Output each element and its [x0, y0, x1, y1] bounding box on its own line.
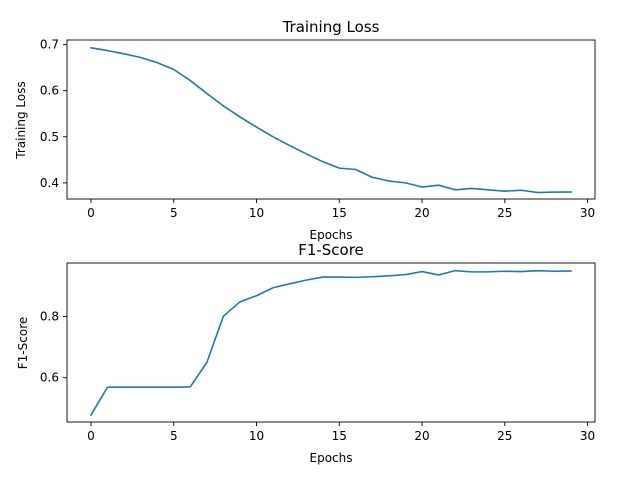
training-loss-xtick-label-25: 25	[497, 206, 512, 220]
training-loss-line	[90, 46, 572, 194]
f1-score-ylabel: F1-Score	[16, 317, 30, 369]
training-loss-xtick-label-5: 5	[170, 206, 178, 220]
f1-score-line	[89, 269, 572, 417]
training-loss-xtick-label-15: 15	[332, 206, 347, 220]
f1-score-xtick-label-25: 25	[497, 429, 512, 443]
f1-score-ytick-label-0.6: 0.6	[40, 371, 59, 385]
training-loss-axes	[66, 39, 596, 200]
training-loss-ytick-label-0.6: 0.6	[40, 84, 59, 98]
training-loss-ytick-label-0.7: 0.7	[40, 38, 59, 52]
f1-score-xtick-label-5: 5	[170, 429, 178, 443]
f1-score-xtick-label-10: 10	[249, 429, 264, 443]
f1-score-ticks: 0 5 10 15 20 25 30 0.6 0.8	[40, 310, 595, 443]
f1-score-ytick-label-0.8: 0.8	[40, 310, 59, 324]
f1-score-xtick-label-30: 30	[580, 429, 595, 443]
training-loss-ticks: 0 5 10 15 20 25 30 0.4 0.5 0.6 0.7	[40, 38, 595, 220]
training-loss-ytick-label-0.5: 0.5	[40, 130, 59, 144]
f1-score-xtick-label-15: 15	[332, 429, 347, 443]
training-loss-xtick-label-20: 20	[414, 206, 429, 220]
training-loss-title: Training Loss	[282, 18, 380, 36]
training-loss-xtick-label-30: 30	[580, 206, 595, 220]
f1-score-plot: F1-Score Epochs F1-Score 0 5 10 15 20 25 30 0.6…	[16, 241, 596, 465]
f1-score-xtick-label-20: 20	[414, 429, 429, 443]
training-loss-plot: Training Loss Epochs Training Loss 0 5 10 1…	[14, 18, 596, 242]
f1-score-axes	[66, 262, 596, 423]
training-loss-ylabel: Training Loss	[14, 81, 28, 159]
training-loss-xtick-label-0: 0	[87, 206, 95, 220]
f1-score-xtick-label-0: 0	[87, 429, 95, 443]
f1-score-title: F1-Score	[298, 241, 364, 259]
f1-score-xlabel: Epochs	[310, 451, 353, 465]
training-loss-xtick-label-10: 10	[249, 206, 264, 220]
training-loss-xlabel: Epochs	[310, 228, 353, 242]
training-loss-ytick-label-0.4: 0.4	[40, 176, 59, 190]
